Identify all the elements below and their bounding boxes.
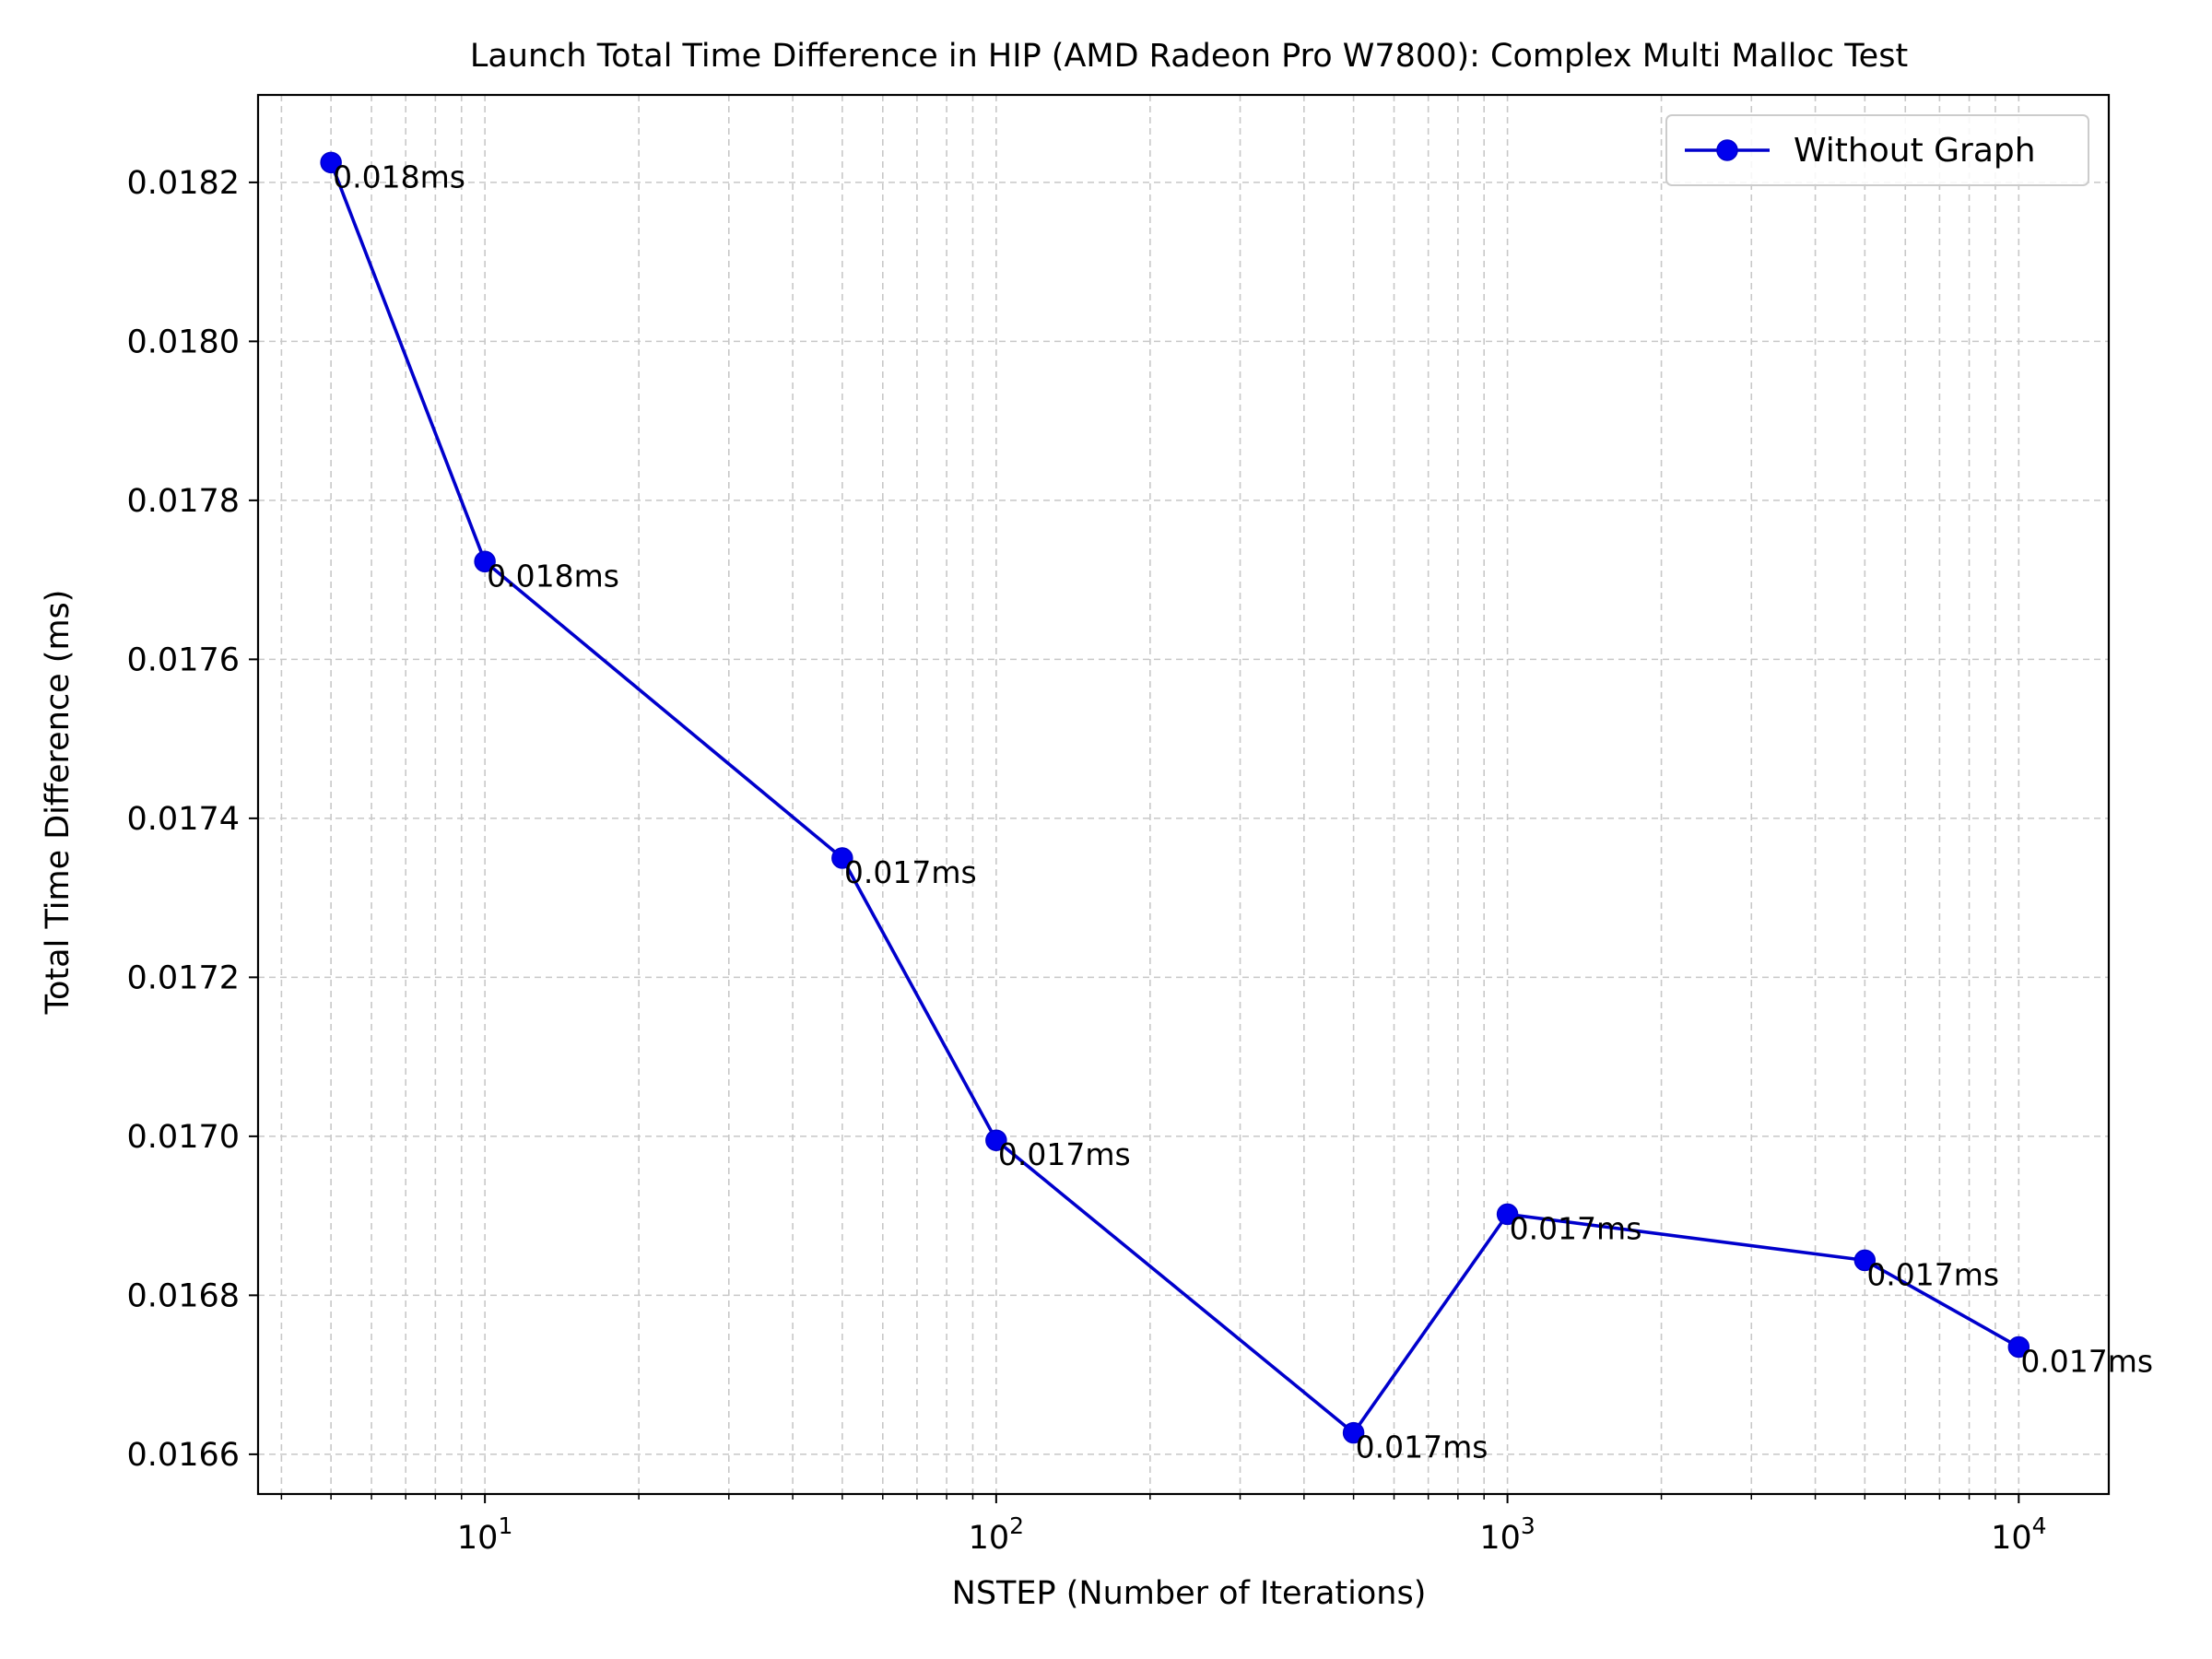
legend-box <box>1665 114 2089 186</box>
series-line <box>329 161 2020 1435</box>
y-tick-label: 0.0178 <box>127 483 240 520</box>
data-point <box>1496 1203 1519 1226</box>
y-tick-label: 0.0174 <box>127 801 240 838</box>
data-label: 0.017ms <box>1510 1210 1642 1246</box>
data-label: 0.017ms <box>998 1136 1131 1172</box>
x-tick-label-exponent: 4 <box>2032 1512 2047 1539</box>
data-point <box>831 847 853 869</box>
x-tick-label-base: 10 <box>1479 1520 1521 1557</box>
x-tick-label-exponent: 3 <box>1521 1512 1535 1539</box>
y-tick-label: 0.0170 <box>127 1119 240 1156</box>
x-tick-label-base: 10 <box>457 1520 499 1557</box>
plot-frame <box>256 93 2111 1496</box>
y-tick-label: 0.0182 <box>127 165 240 202</box>
legend: Without Graph <box>1665 114 2089 186</box>
x-tick-label: 103 <box>1479 1512 1535 1557</box>
x-tick-label-base: 10 <box>969 1520 1010 1557</box>
data-point <box>1853 1249 1877 1272</box>
data-label: 0.017ms <box>1866 1256 1999 1292</box>
y-tick-label: 0.0166 <box>127 1437 240 1474</box>
data-labels: 0.018ms 0.018ms 0.017ms 0.017ms 0.017ms 0.017… <box>333 159 2153 1465</box>
data-label: 0.017ms <box>1356 1430 1488 1465</box>
y-axis-label: Total Time Difference (ms) <box>40 590 76 1016</box>
x-tick-label: 102 <box>969 1512 1024 1557</box>
x-tick-label-exponent: 1 <box>498 1512 512 1539</box>
x-tick-label-exponent: 2 <box>1009 1512 1024 1539</box>
data-point <box>474 550 496 573</box>
data-label: 0.018ms <box>333 159 465 194</box>
legend-label: Without Graph <box>1794 132 2036 170</box>
data-point <box>320 151 342 174</box>
x-tick-label: 101 <box>457 1512 512 1557</box>
data-label: 0.018ms <box>487 558 619 594</box>
y-tick-label: 0.0176 <box>127 641 240 678</box>
x-tick-label-base: 10 <box>1991 1520 2032 1557</box>
data-point <box>1342 1421 1365 1444</box>
data-point <box>2007 1335 2030 1359</box>
data-point <box>985 1129 1007 1151</box>
y-tick-label: 0.0168 <box>127 1277 240 1314</box>
axis-ticks: 101 102 103 1040.01660.01680.01700.01720.01… <box>127 165 2047 1557</box>
chart-title: Launch Total Time Difference in HIP (AMD… <box>470 38 1908 75</box>
x-axis-label: NSTEP (Number of Iterations) <box>952 1575 1427 1612</box>
series-lines <box>329 161 2020 1435</box>
legend-marker-swatch <box>1716 139 1738 161</box>
series-markers <box>320 151 2030 1444</box>
data-label: 0.017ms <box>2020 1343 2153 1379</box>
x-tick-label: 104 <box>1991 1512 2046 1557</box>
data-label: 0.017ms <box>844 854 977 890</box>
y-tick-label: 0.0172 <box>127 959 240 996</box>
y-tick-label: 0.0180 <box>127 324 240 360</box>
